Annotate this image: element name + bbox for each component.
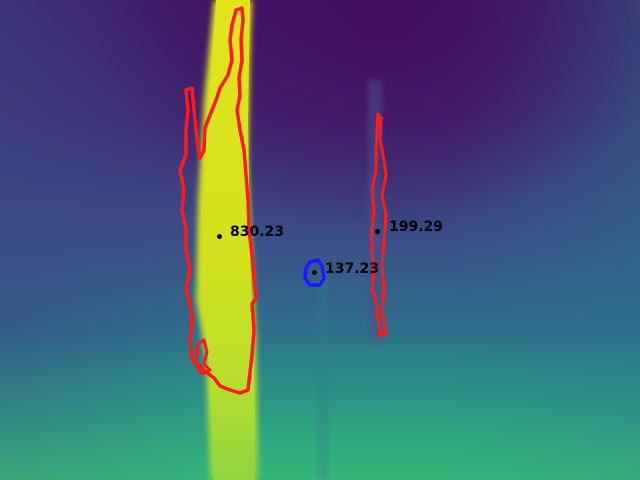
right-column-value-label: 199.29 — [389, 219, 444, 235]
small-blob-centroid — [312, 270, 317, 275]
small-blob-outline — [303, 258, 326, 287]
right-column-outline — [370, 112, 388, 338]
right-column-centroid — [375, 229, 380, 234]
left-column-value-label: 830.23 — [230, 224, 285, 240]
left-column-outline — [178, 6, 258, 395]
left-column-centroid — [217, 234, 222, 239]
small-blob-value-label: 137.23 — [325, 261, 380, 277]
